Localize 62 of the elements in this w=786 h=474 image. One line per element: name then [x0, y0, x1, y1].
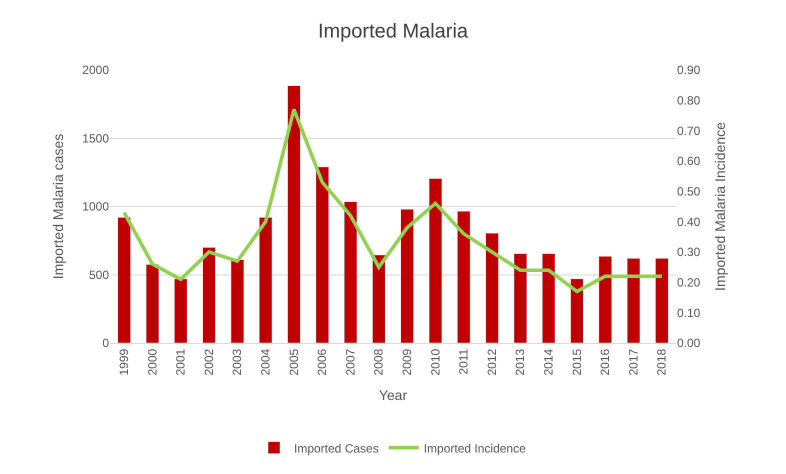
- x-tick-label: 2016: [598, 348, 612, 376]
- bar: [428, 178, 442, 343]
- legend-label: Imported Incidence: [424, 441, 526, 456]
- bar: [655, 258, 668, 343]
- bar: [400, 208, 414, 343]
- y-tick-label: 1500: [82, 131, 110, 146]
- bar: [344, 201, 358, 343]
- bar: [372, 254, 386, 343]
- x-tick-label: 2009: [400, 348, 414, 376]
- bar: [174, 278, 188, 343]
- bar: [485, 232, 499, 343]
- bar: [542, 253, 556, 343]
- x-tick-label: 2006: [315, 348, 330, 376]
- x-tick-label: 2012: [484, 348, 499, 376]
- x-tick-label: 2001: [174, 348, 188, 376]
- x-tick-label: 2017: [626, 348, 640, 376]
- x-tick-label: 2014: [542, 348, 556, 376]
- x-tick-label: 2003: [230, 348, 244, 376]
- bar: [514, 253, 527, 343]
- bar: [118, 217, 131, 343]
- legend-label: Imported Cases: [294, 441, 379, 456]
- bar: [598, 256, 612, 343]
- x-tick-label: 2004: [258, 348, 273, 376]
- y2-tick-label: 0.10: [677, 306, 701, 320]
- y2-tick-label: 0.80: [677, 94, 701, 108]
- x-tick-label: 2018: [654, 348, 669, 376]
- bar: [457, 211, 470, 343]
- y-tick-label: 0: [102, 336, 110, 350]
- y2-tick-label: 0.70: [677, 124, 701, 138]
- y-tick-label: 500: [88, 268, 110, 282]
- bar: [287, 85, 301, 343]
- y2-tick-label: 0.90: [677, 63, 701, 78]
- y2-tick-label: 0.40: [677, 214, 701, 229]
- line-series: [122, 108, 664, 294]
- x-tick-label: 2008: [372, 348, 386, 376]
- y2-axis-title: Imported Malaria Incidence: [712, 122, 728, 291]
- bar: [202, 247, 216, 343]
- y2-tick-label: 0.50: [677, 184, 701, 199]
- bar: [626, 258, 640, 343]
- y-tick-label: 1000: [82, 200, 110, 214]
- x-tick-label: 2010: [428, 348, 442, 376]
- x-tick-label: 2013: [513, 348, 528, 376]
- chart-title: Imported Malaria: [318, 20, 469, 43]
- bar: [230, 259, 244, 343]
- x-axis-title: Year: [378, 386, 408, 403]
- x-tick-label: 2011: [456, 348, 471, 375]
- y-axis-title: Imported Malaria cases: [50, 134, 66, 280]
- bar: [570, 278, 584, 343]
- x-tick-label: 2005: [286, 348, 301, 376]
- x-tick-label: 1999: [117, 348, 132, 376]
- x-tick-label: 2007: [343, 348, 358, 376]
- y-tick-label: 2000: [82, 63, 110, 78]
- y2-tick-label: 0.30: [677, 245, 701, 260]
- x-tick-label: 2000: [145, 348, 160, 376]
- x-tick-label: 2015: [570, 348, 584, 376]
- y2-tick-label: 0.20: [677, 276, 701, 290]
- bar: [259, 217, 272, 343]
- y2-tick-label: 0.00: [677, 336, 701, 350]
- bar: [146, 264, 160, 343]
- bar: [316, 166, 329, 343]
- x-tick-label: 2002: [202, 348, 216, 376]
- y2-tick-label: 0.60: [677, 154, 701, 168]
